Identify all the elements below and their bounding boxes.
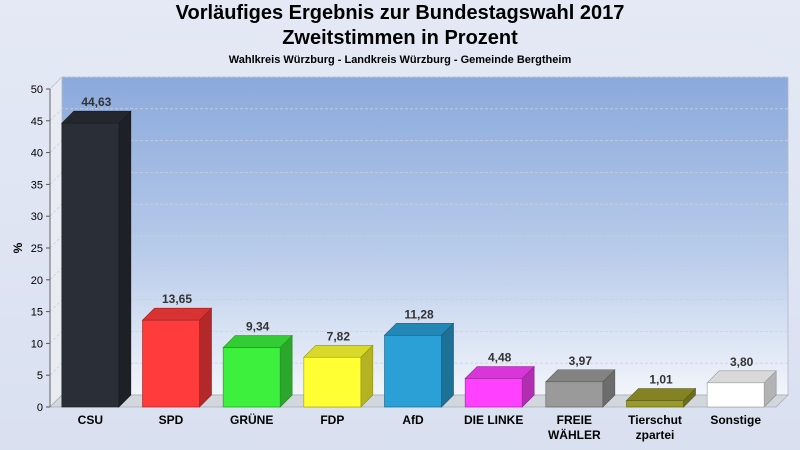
bar <box>303 356 362 408</box>
y-tick-label: 45 <box>31 116 43 128</box>
bar <box>384 334 442 408</box>
data-label: 7,82 <box>327 329 351 343</box>
y-tick-label: 15 <box>31 307 43 319</box>
y-tick-label: 30 <box>31 211 43 223</box>
bar-top <box>706 370 777 384</box>
y-tick-label: 0 <box>37 402 43 414</box>
x-tick-label: Tierschut <box>628 413 682 427</box>
data-label: 44,63 <box>81 95 111 109</box>
bar <box>142 319 200 408</box>
y-tick-label: 25 <box>31 243 43 255</box>
y-axis-label: % <box>11 242 25 253</box>
x-tick-label: SPD <box>159 413 184 427</box>
gridline <box>49 108 788 122</box>
bar <box>545 381 604 408</box>
data-label: 3,97 <box>569 354 593 368</box>
data-label: 13,65 <box>162 292 192 306</box>
x-tick-label: AfD <box>402 413 424 427</box>
chart-subtitle: Zweitstimmen in Prozent <box>282 27 518 49</box>
y-tick-label: 10 <box>31 338 43 350</box>
bar-top <box>61 110 132 124</box>
chart-location: Wahlkreis Würzburg - Landkreis Würzburg … <box>228 54 572 66</box>
bar <box>706 382 765 408</box>
chart-title: Vorläufiges Ergebnis zur Bundestagswahl … <box>175 2 625 24</box>
bar <box>626 400 684 408</box>
bar-top <box>222 335 293 348</box>
y-tick-label: 5 <box>37 370 43 382</box>
y-tick-label: 40 <box>31 148 43 160</box>
x-tick-label: DIE LINKE <box>464 413 523 427</box>
data-label: 9,34 <box>246 320 270 334</box>
bar-top <box>464 366 535 379</box>
data-label: 11,28 <box>404 307 434 321</box>
x-tick-label: WÄHLER <box>548 427 601 442</box>
bar-top <box>383 322 455 336</box>
bar-top <box>545 369 616 383</box>
bar-side <box>118 110 132 408</box>
data-label: 3,80 <box>730 355 754 369</box>
data-label: 1,01 <box>649 373 673 387</box>
bar <box>222 347 281 408</box>
gridline <box>49 76 788 90</box>
bar-side <box>441 322 454 408</box>
bar <box>464 378 523 408</box>
plot-side-wall <box>49 76 63 408</box>
bar-side <box>199 307 212 408</box>
x-tick-label: CSU <box>78 413 103 427</box>
bar <box>61 122 120 408</box>
x-tick-label: zpartei <box>636 428 675 442</box>
x-tick-label: FREIE <box>557 413 592 427</box>
bar-top <box>625 388 697 401</box>
bar-top <box>141 307 213 321</box>
x-tick-label: GRÜNE <box>230 412 273 427</box>
y-tick-label: 20 <box>31 275 43 287</box>
y-tick-label: 35 <box>31 179 43 191</box>
x-tick-label: Sonstige <box>710 413 761 427</box>
bar-top <box>303 344 374 358</box>
data-label: 4,48 <box>488 351 512 365</box>
bar-side <box>279 334 293 408</box>
y-tick-label: 50 <box>31 84 43 96</box>
x-tick-label: FDP <box>320 413 344 427</box>
